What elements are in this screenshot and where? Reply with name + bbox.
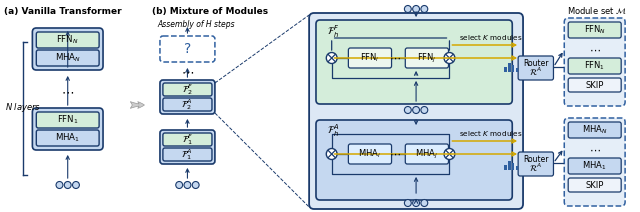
Bar [504, 67, 507, 72]
Circle shape [421, 106, 428, 113]
Circle shape [413, 199, 419, 206]
FancyBboxPatch shape [568, 122, 621, 138]
Circle shape [184, 181, 191, 188]
Bar [508, 63, 511, 72]
FancyBboxPatch shape [405, 144, 449, 164]
FancyBboxPatch shape [568, 158, 621, 174]
Text: SKIP: SKIP [586, 81, 604, 89]
Circle shape [404, 199, 412, 206]
Text: $\mathcal{F}_1^A$: $\mathcal{F}_1^A$ [182, 147, 193, 162]
Text: FFN$_i$: FFN$_i$ [360, 52, 380, 64]
Circle shape [413, 106, 419, 113]
Bar [512, 65, 515, 72]
Text: $\mathcal{F}_h^A$: $\mathcal{F}_h^A$ [327, 123, 339, 139]
Text: FFN$_N$: FFN$_N$ [56, 34, 79, 46]
FancyBboxPatch shape [564, 118, 625, 206]
Text: FFN$_j$: FFN$_j$ [417, 52, 436, 64]
Text: $\mathcal{F}_2^F$: $\mathcal{F}_2^F$ [182, 82, 193, 97]
Text: $\mathcal{F}_1^F$: $\mathcal{F}_1^F$ [182, 132, 193, 147]
FancyBboxPatch shape [36, 130, 99, 146]
Text: $\mathcal{F}_2^A$: $\mathcal{F}_2^A$ [182, 97, 193, 112]
Bar [504, 165, 507, 170]
Text: FFN$_1$: FFN$_1$ [584, 60, 605, 72]
Text: FFN$_N$: FFN$_N$ [584, 24, 606, 36]
Text: MHA$_j$: MHA$_j$ [415, 148, 438, 160]
Text: $N$ layers: $N$ layers [5, 102, 41, 114]
FancyBboxPatch shape [568, 22, 621, 38]
Text: $\cdots$: $\cdots$ [388, 149, 401, 159]
Circle shape [444, 53, 455, 64]
Circle shape [326, 53, 337, 64]
Text: $\cdots$: $\cdots$ [61, 85, 74, 99]
Bar [512, 163, 515, 170]
FancyBboxPatch shape [163, 133, 212, 146]
Bar [516, 166, 518, 170]
FancyBboxPatch shape [36, 112, 99, 128]
Text: MHA$_N$: MHA$_N$ [54, 52, 81, 64]
Text: $\cdots$: $\cdots$ [589, 45, 600, 55]
Text: MHA$_1$: MHA$_1$ [582, 160, 607, 172]
FancyBboxPatch shape [518, 56, 554, 80]
Text: Router: Router [523, 59, 548, 67]
FancyBboxPatch shape [33, 28, 103, 70]
FancyBboxPatch shape [405, 48, 449, 68]
FancyBboxPatch shape [316, 20, 512, 104]
Text: $\cdots$: $\cdots$ [589, 145, 600, 155]
Text: Router: Router [523, 155, 548, 163]
Text: FFN$_1$: FFN$_1$ [57, 114, 79, 126]
FancyBboxPatch shape [163, 148, 212, 161]
Circle shape [56, 181, 63, 188]
Text: $\mathcal{F}_h^F$: $\mathcal{F}_h^F$ [327, 24, 339, 40]
Circle shape [421, 6, 428, 13]
FancyBboxPatch shape [36, 32, 99, 48]
Text: SKIP: SKIP [586, 180, 604, 190]
FancyBboxPatch shape [568, 58, 621, 74]
Circle shape [404, 6, 412, 13]
FancyBboxPatch shape [163, 98, 212, 111]
FancyBboxPatch shape [316, 120, 512, 200]
Circle shape [64, 181, 71, 188]
Bar [508, 161, 511, 170]
Text: select $K$ modules: select $K$ modules [459, 32, 522, 42]
Circle shape [421, 199, 428, 206]
Text: (b) Mixture of Modules: (b) Mixture of Modules [152, 7, 268, 16]
FancyBboxPatch shape [568, 178, 621, 192]
FancyBboxPatch shape [564, 18, 625, 106]
FancyBboxPatch shape [348, 48, 392, 68]
Text: MHA$_1$: MHA$_1$ [55, 132, 80, 144]
Circle shape [176, 181, 182, 188]
Text: $\cdots$: $\cdots$ [388, 53, 401, 63]
Circle shape [326, 148, 337, 159]
Text: $\mathcal{R}^A$: $\mathcal{R}^A$ [529, 66, 542, 78]
Circle shape [413, 6, 419, 13]
Circle shape [192, 181, 199, 188]
Text: Assembly of H steps: Assembly of H steps [157, 20, 235, 29]
FancyBboxPatch shape [33, 108, 103, 150]
FancyBboxPatch shape [568, 78, 621, 92]
Text: select $K$ modules: select $K$ modules [459, 128, 522, 138]
Bar [516, 68, 518, 72]
FancyBboxPatch shape [348, 144, 392, 164]
FancyBboxPatch shape [163, 83, 212, 96]
Circle shape [72, 181, 79, 188]
FancyBboxPatch shape [160, 80, 215, 114]
Circle shape [404, 106, 412, 113]
Text: $\cdots$: $\cdots$ [181, 66, 194, 78]
Text: MHA$_N$: MHA$_N$ [582, 124, 607, 136]
Text: $\mathcal{R}^A$: $\mathcal{R}^A$ [529, 162, 542, 174]
FancyBboxPatch shape [36, 50, 99, 66]
Circle shape [444, 148, 455, 159]
FancyBboxPatch shape [309, 13, 523, 209]
Text: Module set $\mathcal{M}$: Module set $\mathcal{M}$ [567, 5, 627, 16]
Text: ?: ? [184, 42, 191, 56]
FancyBboxPatch shape [518, 152, 554, 176]
FancyBboxPatch shape [160, 130, 215, 164]
FancyBboxPatch shape [160, 36, 215, 62]
Text: MHA$_i$: MHA$_i$ [358, 148, 381, 160]
Text: (a) Vanilla Transformer: (a) Vanilla Transformer [4, 7, 122, 16]
